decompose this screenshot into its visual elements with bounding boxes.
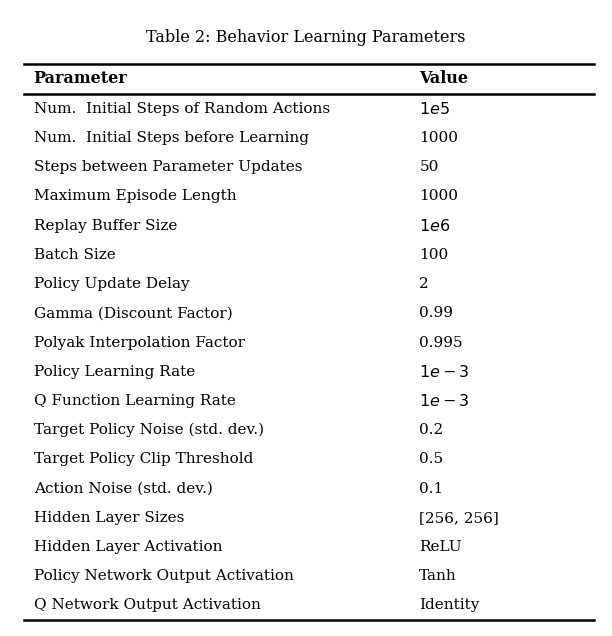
Text: 0.5: 0.5 [419, 452, 443, 466]
Text: 100: 100 [419, 248, 449, 262]
Text: Table 2: Behavior Learning Parameters: Table 2: Behavior Learning Parameters [146, 29, 466, 46]
Text: 0.2: 0.2 [419, 423, 444, 437]
Text: 0.995: 0.995 [419, 336, 463, 350]
Text: Hidden Layer Sizes: Hidden Layer Sizes [34, 511, 184, 525]
Text: $1e6$: $1e6$ [419, 218, 450, 233]
Text: 0.99: 0.99 [419, 307, 453, 321]
Text: Num.  Initial Steps before Learning: Num. Initial Steps before Learning [34, 131, 308, 145]
Text: Value: Value [419, 71, 468, 87]
Text: 0.1: 0.1 [419, 481, 444, 495]
Text: Target Policy Clip Threshold: Target Policy Clip Threshold [34, 452, 253, 466]
Text: 1000: 1000 [419, 131, 458, 145]
Text: $1e5$: $1e5$ [419, 100, 450, 117]
Text: Maximum Episode Length: Maximum Episode Length [34, 190, 236, 204]
Text: Hidden Layer Activation: Hidden Layer Activation [34, 540, 222, 554]
Text: Q Network Output Activation: Q Network Output Activation [34, 598, 261, 612]
Text: Batch Size: Batch Size [34, 248, 116, 262]
Text: Action Noise (std. dev.): Action Noise (std. dev.) [34, 481, 212, 495]
Text: $1e-3$: $1e-3$ [419, 393, 469, 409]
Text: Parameter: Parameter [34, 71, 127, 87]
Text: 50: 50 [419, 160, 439, 174]
Text: 1000: 1000 [419, 190, 458, 204]
Text: Identity: Identity [419, 598, 480, 612]
Text: Policy Network Output Activation: Policy Network Output Activation [34, 569, 294, 583]
Text: Q Function Learning Rate: Q Function Learning Rate [34, 394, 236, 408]
Text: Tanh: Tanh [419, 569, 457, 583]
Text: $1e-3$: $1e-3$ [419, 364, 469, 380]
Text: Num.  Initial Steps of Random Actions: Num. Initial Steps of Random Actions [34, 102, 330, 116]
Text: Policy Update Delay: Policy Update Delay [34, 277, 189, 291]
Text: Replay Buffer Size: Replay Buffer Size [34, 219, 177, 233]
Text: Steps between Parameter Updates: Steps between Parameter Updates [34, 160, 302, 174]
Text: [256, 256]: [256, 256] [419, 511, 499, 525]
Text: 2: 2 [419, 277, 429, 291]
Text: Policy Learning Rate: Policy Learning Rate [34, 364, 195, 378]
Text: ReLU: ReLU [419, 540, 462, 554]
Text: Polyak Interpolation Factor: Polyak Interpolation Factor [34, 336, 245, 350]
Text: Target Policy Noise (std. dev.): Target Policy Noise (std. dev.) [34, 423, 264, 438]
Text: Gamma (Discount Factor): Gamma (Discount Factor) [34, 307, 233, 321]
